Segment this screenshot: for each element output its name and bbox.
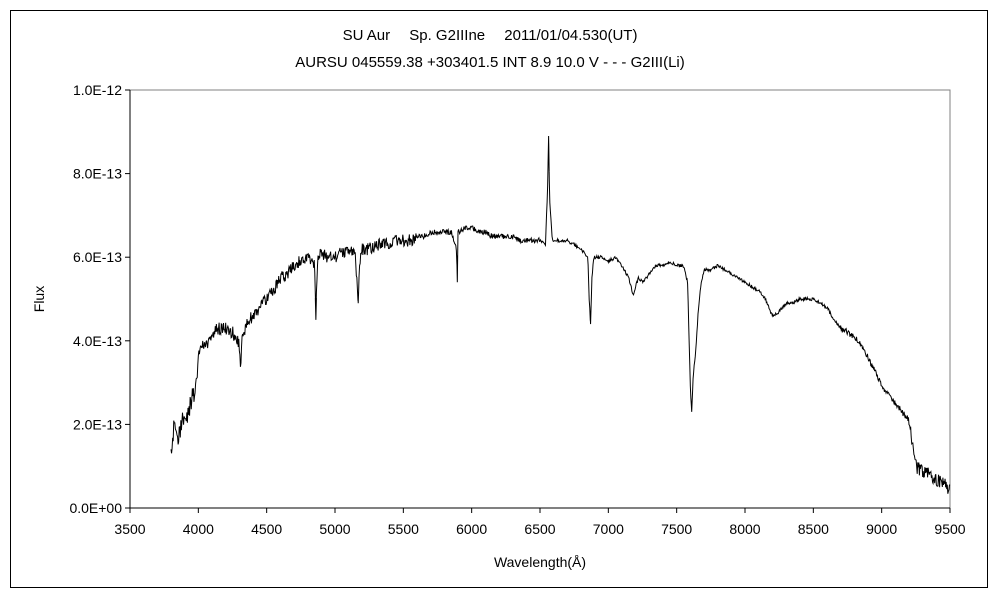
x-tick-label: 7500 (661, 521, 692, 537)
y-axis-ticks: 0.0E+00 2.0E-13 4.0E-13 6.0E-13 8.0E-13 1.0E-… (69, 82, 130, 516)
y-tick-label: 6.0E-13 (73, 249, 122, 265)
x-tick-label: 6000 (456, 521, 487, 537)
x-axis-label: Wavelength(Å) (494, 554, 586, 570)
y-tick-label: 8.0E-13 (73, 166, 122, 182)
y-tick-label: 1.0E-12 (73, 82, 122, 98)
y-tick-label: 2.0E-13 (73, 416, 122, 432)
x-tick-label: 4000 (183, 521, 214, 537)
x-tick-label: 5000 (319, 521, 350, 537)
x-tick-label: 8000 (729, 521, 760, 537)
x-tick-label: 8500 (798, 521, 829, 537)
plot-area (129, 89, 951, 509)
x-tick-label: 3500 (114, 521, 145, 537)
x-tick-label: 5500 (388, 521, 419, 537)
chart-subtitle: AURSU 045559.38 +303401.5 INT 8.9 10.0 V… (295, 54, 685, 71)
x-tick-label: 6500 (524, 521, 555, 537)
y-axis-label: Flux (31, 286, 47, 312)
x-tick-label: 7000 (593, 521, 624, 537)
chart-frame (10, 10, 988, 588)
x-axis-ticks: 3500 4000 4500 5000 5500 6000 6500 7000 7500 8000… (114, 508, 966, 537)
y-tick-label: 4.0E-13 (73, 333, 122, 349)
x-tick-label: 9000 (866, 521, 897, 537)
spectrum-line (170, 135, 951, 494)
y-tick-label: 0.0E+00 (69, 500, 122, 516)
x-tick-label: 4500 (251, 521, 282, 537)
x-tick-label: 9500 (934, 521, 965, 537)
chart-title: SU Aur Sp. G2IIIne 2011/01/04.530(UT) (343, 27, 638, 44)
